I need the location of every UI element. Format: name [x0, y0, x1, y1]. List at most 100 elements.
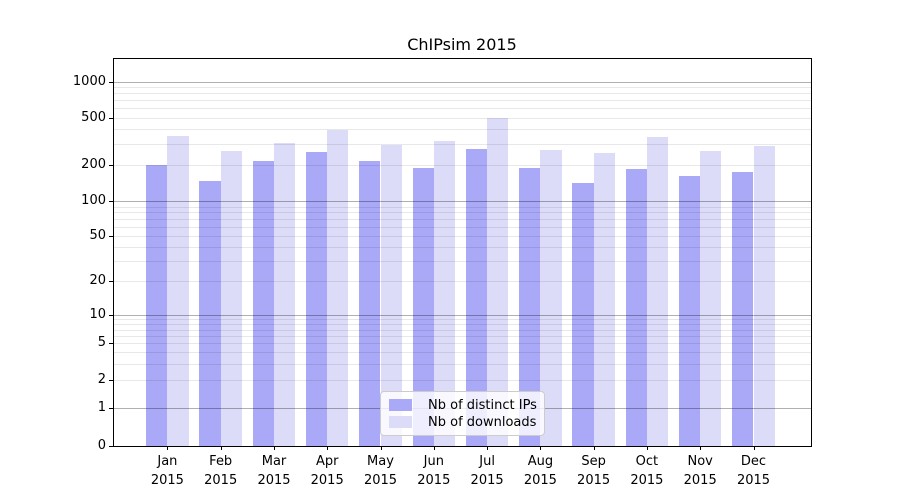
y-tick-label: 0: [97, 437, 106, 453]
x-tick-label-month: Aug: [527, 454, 554, 469]
x-tick-label-year: 2015: [257, 473, 291, 488]
bar-distinct-ips-dec: [732, 172, 754, 446]
y-tick-label: 500: [81, 109, 106, 125]
y-tick-label: 200: [81, 157, 106, 173]
gridline-minor: [114, 87, 811, 88]
bar-distinct-ips-sep: [572, 183, 594, 446]
gridline-minor: [114, 117, 811, 119]
legend-label-distinct-ips: Nb of distinct IPs: [428, 397, 537, 413]
x-tick-mark: [433, 446, 435, 450]
y-tick-mark: [109, 201, 113, 203]
x-tick-label: Aug 2015: [508, 452, 572, 490]
x-tick-label-month: Mar: [261, 454, 287, 469]
x-tick-label-month: Oct: [635, 454, 659, 469]
bar-distinct-ips-jul: [465, 149, 488, 446]
x-tick-label-month: Jun: [423, 454, 444, 469]
legend-item-downloads: Nb of downloads: [389, 414, 536, 430]
bar-downloads-may: [380, 145, 402, 446]
bar-downloads-oct: [646, 136, 669, 446]
x-tick-mark: [646, 446, 648, 450]
x-tick-label-year: 2015: [417, 473, 451, 488]
bar-downloads-nov: [700, 150, 722, 446]
bar-distinct-ips-apr: [305, 152, 328, 446]
y-tick-mark: [109, 280, 113, 282]
x-tick-label-year: 2015: [630, 473, 664, 488]
gridline-minor: [114, 129, 811, 131]
x-tick-label-month: Sep: [581, 454, 606, 469]
y-tick-mark: [109, 165, 113, 167]
x-tick-mark: [220, 446, 222, 450]
y-tick-label: 20: [89, 272, 106, 288]
legend-box: Nb of distinct IPs Nb of downloads: [380, 391, 545, 436]
x-tick-label: Mar 2015: [242, 452, 306, 490]
x-tick-mark: [380, 446, 382, 450]
x-tick-label-year: 2015: [683, 473, 717, 488]
y-tick-mark: [109, 81, 113, 83]
y-tick-label: 2: [97, 372, 106, 387]
x-tick-label-year: 2015: [310, 473, 344, 488]
x-tick-mark: [274, 446, 275, 450]
y-tick-label: 100: [81, 193, 106, 209]
gridline-major: [114, 81, 811, 83]
x-tick-mark: [540, 446, 542, 450]
x-tick-label-month: Feb: [209, 454, 233, 469]
x-tick-mark: [487, 446, 489, 450]
bar-distinct-ips-jan: [146, 165, 168, 446]
x-tick-mark: [593, 446, 595, 450]
plot-area: [109, 58, 812, 450]
chart-title: ChIPsim 2015: [407, 35, 517, 54]
y-tick-label: 10: [89, 307, 106, 323]
x-tick-mark: [700, 446, 702, 450]
bar-distinct-ips-nov: [678, 176, 701, 446]
legend-label-downloads: Nb of downloads: [428, 414, 537, 430]
x-tick-mark: [167, 446, 169, 450]
x-tick-label: Sep 2015: [562, 452, 626, 490]
gridline-minor: [114, 108, 811, 110]
bar-distinct-ips-oct: [625, 169, 647, 446]
y-tick-mark: [109, 117, 113, 119]
legend-swatch-downloads: [389, 416, 412, 428]
gridline-minor: [114, 100, 811, 102]
bar-downloads-feb: [220, 151, 242, 446]
x-tick-label: May 2015: [349, 452, 413, 490]
bar-downloads-jan: [167, 136, 189, 446]
y-tick-label: 5: [97, 335, 106, 350]
x-tick-mark: [327, 446, 329, 450]
x-tick-label: Oct 2015: [615, 452, 679, 490]
y-tick-mark: [109, 315, 113, 317]
bar-distinct-ips-may: [359, 161, 381, 446]
y-tick-label: 50: [89, 227, 106, 243]
x-tick-label-year: 2015: [577, 473, 611, 488]
x-tick-label-year: 2015: [470, 473, 504, 488]
x-tick-label: Apr 2015: [295, 452, 359, 490]
bar-downloads-aug: [540, 149, 562, 446]
bar-downloads-jul: [487, 117, 509, 446]
x-tick-label-month: Jan: [157, 454, 178, 469]
gridline-minor: [114, 93, 811, 95]
bar-distinct-ips-feb: [199, 181, 221, 446]
x-tick-label: Nov 2015: [668, 452, 732, 490]
legend-swatch-distinct-ips: [389, 399, 412, 411]
x-tick-label-year: 2015: [204, 473, 238, 488]
y-tick-mark: [109, 445, 113, 447]
x-tick-label-year: 2015: [150, 473, 184, 488]
x-tick-label: Jan 2015: [135, 452, 199, 490]
x-tick-label-month: Apr: [315, 454, 339, 469]
x-tick-label-year: 2015: [736, 473, 771, 488]
x-tick-label: Feb 2015: [189, 452, 253, 490]
y-tick-label: 1: [97, 400, 106, 415]
x-tick-label-month: Nov: [687, 454, 713, 469]
legend-item-distinct-ips: Nb of distinct IPs: [389, 397, 537, 413]
y-tick-mark: [109, 343, 113, 344]
x-tick-label-month: Jul: [479, 454, 495, 469]
bar-downloads-mar: [274, 142, 296, 446]
x-tick-label-month: May: [367, 454, 394, 469]
gridline-minor: [114, 144, 811, 146]
x-tick-label: Jul 2015: [455, 452, 519, 490]
bar-distinct-ips-jun: [412, 168, 434, 446]
bar-downloads-dec: [753, 146, 775, 446]
bar-downloads-sep: [593, 152, 615, 446]
y-tick-mark: [109, 235, 113, 237]
x-tick-label-year: 2015: [523, 473, 557, 488]
